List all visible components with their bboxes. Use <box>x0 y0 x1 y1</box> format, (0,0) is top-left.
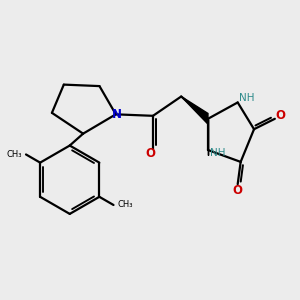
Text: O: O <box>233 184 243 196</box>
Text: O: O <box>145 147 155 161</box>
Text: NH: NH <box>210 148 225 158</box>
Text: O: O <box>275 109 285 122</box>
Text: CH₃: CH₃ <box>7 150 22 159</box>
Text: CH₃: CH₃ <box>117 200 133 209</box>
Polygon shape <box>181 97 208 124</box>
Text: NH: NH <box>239 93 255 103</box>
Text: N: N <box>112 108 122 121</box>
